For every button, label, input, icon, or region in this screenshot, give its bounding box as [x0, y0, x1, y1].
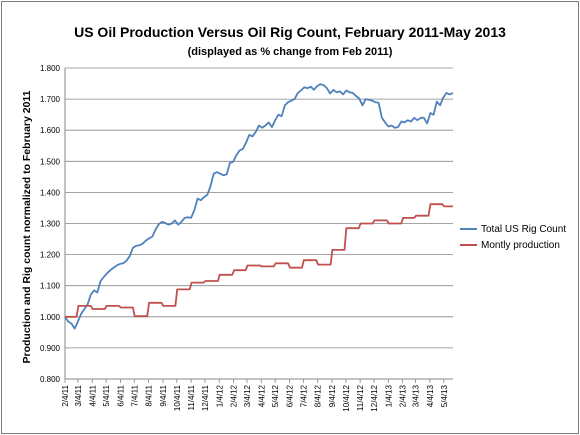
legend-label-rig-count: Total US Rig Count: [481, 224, 566, 235]
x-tick-label: 6/4/12: [285, 384, 294, 407]
x-tick-label: 11/4/12: [356, 384, 365, 411]
x-tick-label: 10/4/11: [173, 384, 182, 411]
y-tick-label: 1.400: [40, 188, 61, 197]
legend: Total US Rig Count Montly production: [460, 224, 566, 251]
y-tick-label: 1.100: [40, 282, 61, 291]
x-tick-label: 4/4/12: [257, 384, 266, 407]
y-tick-label: 0.800: [40, 375, 61, 384]
x-tick-label: 2/4/11: [61, 384, 70, 406]
chart-title: US Oil Production Versus Oil Rig Count, …: [74, 24, 506, 40]
y-tick-label: 1.600: [40, 126, 61, 135]
series-line-rig-count: [64, 83, 454, 330]
x-tick-label: 2/4/12: [230, 384, 239, 407]
x-tick-label: 3/4/12: [243, 384, 252, 407]
x-tick-label: 5/4/11: [102, 384, 111, 406]
x-tick-label: 5/4/12: [271, 384, 280, 407]
y-tick-label: 1.700: [40, 95, 61, 104]
x-axis-ticks: 2/4/11 3/4/11 4/4/11 5/4/11 6/4/11 7/4/11 8/4/…: [61, 379, 449, 412]
y-tick-label: 1.300: [40, 220, 61, 229]
x-tick-label: 9/4/11: [159, 384, 168, 406]
x-tick-label: 2/4/13: [399, 384, 408, 407]
gridlines: [65, 67, 453, 380]
x-tick-label: 7/4/12: [299, 384, 308, 407]
x-tick-label: 11/4/11: [187, 384, 196, 410]
x-tick-label: 9/4/12: [328, 384, 337, 407]
x-tick-label: 1/4/12: [215, 384, 224, 407]
x-tick-label: 6/4/11: [116, 384, 125, 406]
x-tick-label: 8/4/12: [314, 384, 323, 407]
x-tick-label: 1/4/13: [384, 384, 393, 407]
y-tick-label: 1.500: [40, 157, 61, 166]
x-tick-label: 10/4/12: [342, 384, 351, 411]
x-tick-label: 7/4/11: [130, 384, 139, 406]
y-axis-ticks: 0.800 0.900 1.000 1.100 1.200 1.300 1.400 1.500…: [40, 64, 61, 384]
x-tick-label: 12/4/11: [201, 384, 210, 411]
x-tick-label: 3/4/11: [74, 384, 83, 406]
x-tick-label: 12/4/12: [370, 384, 379, 411]
x-tick-label: 3/4/13: [412, 384, 421, 407]
series-line-production: [65, 203, 453, 318]
y-tick-label: 1.800: [40, 64, 61, 73]
chart-subtitle: (displayed as % change from Feb 2011): [188, 46, 393, 58]
x-tick-label: 4/4/13: [426, 384, 435, 407]
y-tick-label: 1.200: [40, 251, 61, 260]
y-tick-label: 1.000: [40, 313, 61, 322]
series-layer: [64, 83, 454, 330]
x-tick-label: 4/4/11: [88, 384, 97, 406]
x-tick-label: 5/4/13: [440, 384, 449, 407]
y-tick-label: 0.900: [40, 344, 61, 353]
legend-label-production: Montly production: [481, 240, 560, 251]
y-axis-label: Production and Rig count normalized to F…: [21, 90, 33, 363]
x-tick-label: 8/4/11: [145, 384, 154, 406]
